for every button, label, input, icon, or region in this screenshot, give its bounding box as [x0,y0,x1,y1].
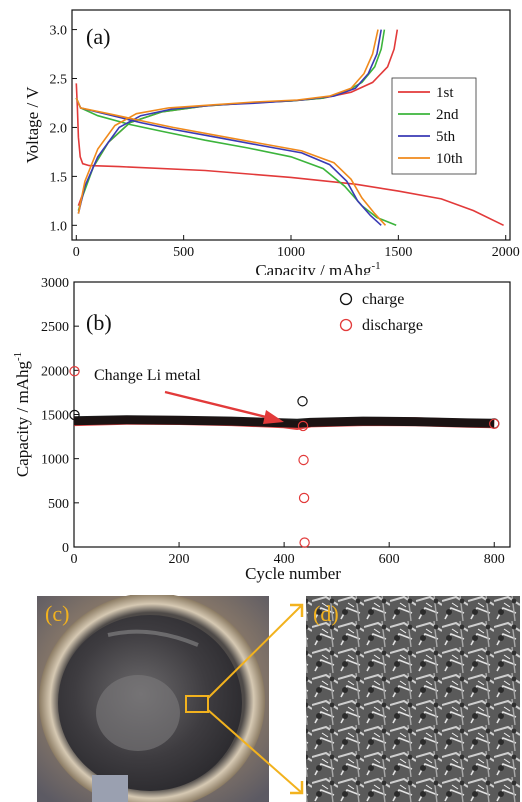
x-tick-label: 800 [484,552,505,567]
voltage-capacity-chart: (a) 0 500 1000 1500 2000 1.0 1.5 2.0 2.5 3.0 Capac… [23,9,520,275]
panel-c-label: (c) [45,601,69,626]
photo-panels: (c) (d) [37,595,520,802]
x-tick-label: 1000 [277,245,305,260]
legend-marker-charge [339,292,353,306]
photo-d: (d) [306,596,520,802]
legend-label-charge: charge [362,291,404,308]
legend-label-5th: 5th [436,129,456,145]
y-tick-label: 1500 [41,409,69,424]
x-tick-label: 500 [173,245,194,260]
series-5th-discharge-line [75,97,382,226]
y-tick-label: 1.0 [50,219,68,234]
panel-b-label: (b) [86,310,112,335]
point-charge [69,409,80,421]
chart-b-plot-area: 0 200 400 600 800 0 500 1000 1500 2000 2500 3000 Cyc… [12,276,511,583]
x-axis-label: Cycle number [245,564,341,583]
point-discharge [489,418,500,429]
y-tick-label: 3.0 [50,24,68,39]
y-tick-label: 2000 [41,364,69,379]
cycle-capacity-chart: (b) 0 200 400 600 800 0 500 1000 1500 2000 2500 300… [12,276,511,583]
x-tick-label: 1500 [384,245,412,260]
legend-label-1st: 1st [436,85,454,101]
y-tick-label: 2500 [41,320,69,335]
series-1st-discharge-line [75,83,504,227]
legend-label-10th: 10th [436,151,463,167]
point-discharge [298,492,310,504]
panel-d-label: (d) [313,601,339,626]
series-10th-discharge-line [75,97,387,226]
photo-c: (c) [37,595,269,802]
y-tick-label: 2.5 [50,73,68,88]
chart-a-plot-area: 0 500 1000 1500 2000 1.0 1.5 2.0 2.5 3.0 Capacity … [23,9,520,275]
panel-a-label: (a) [86,24,110,49]
y-tick-label: 1000 [41,453,69,468]
x-tick-label: 0 [71,552,78,567]
point-discharge [69,366,80,377]
zoom-lines [207,603,304,795]
y-axis-label-sup: -1 [12,352,24,361]
point-discharge [298,454,309,466]
y-tick-label: 2.0 [50,121,68,136]
zoom-box [185,695,209,713]
annotation-arrow-line [164,390,271,420]
point-charge [297,396,308,407]
series-charge-band [73,415,495,428]
y-tick-label: 0 [62,541,69,556]
y-tick-label: 3000 [41,276,69,291]
y-tick-label: 500 [48,497,69,512]
y-axis-label: Capacity / mAhg-1 [12,352,32,477]
point-discharge [299,537,310,548]
x-axis-label: Capacity / mAhg-1 [255,260,380,275]
x-tick-label: 0 [73,245,80,260]
annotation-change-li-metal: Change Li metal [94,367,201,384]
x-tick-label: 600 [379,552,400,567]
legend-label-discharge: discharge [362,317,423,334]
point-discharge [297,420,309,432]
x-tick-label: 400 [274,552,295,567]
series-5th-charge-line [77,29,382,214]
plot-frame [73,281,511,548]
legend-label-2nd: 2nd [436,107,459,123]
y-tick-label: 1.5 [50,170,68,185]
legend-marker-discharge [339,318,353,332]
y-axis-label: Voltage / V [23,86,42,164]
annotation-arrow-head [263,410,284,424]
series-10th-charge-line [77,29,379,214]
x-tick-label: 200 [169,552,190,567]
x-axis-label-sup: -1 [371,260,380,272]
x-tick-label: 2000 [492,245,520,260]
